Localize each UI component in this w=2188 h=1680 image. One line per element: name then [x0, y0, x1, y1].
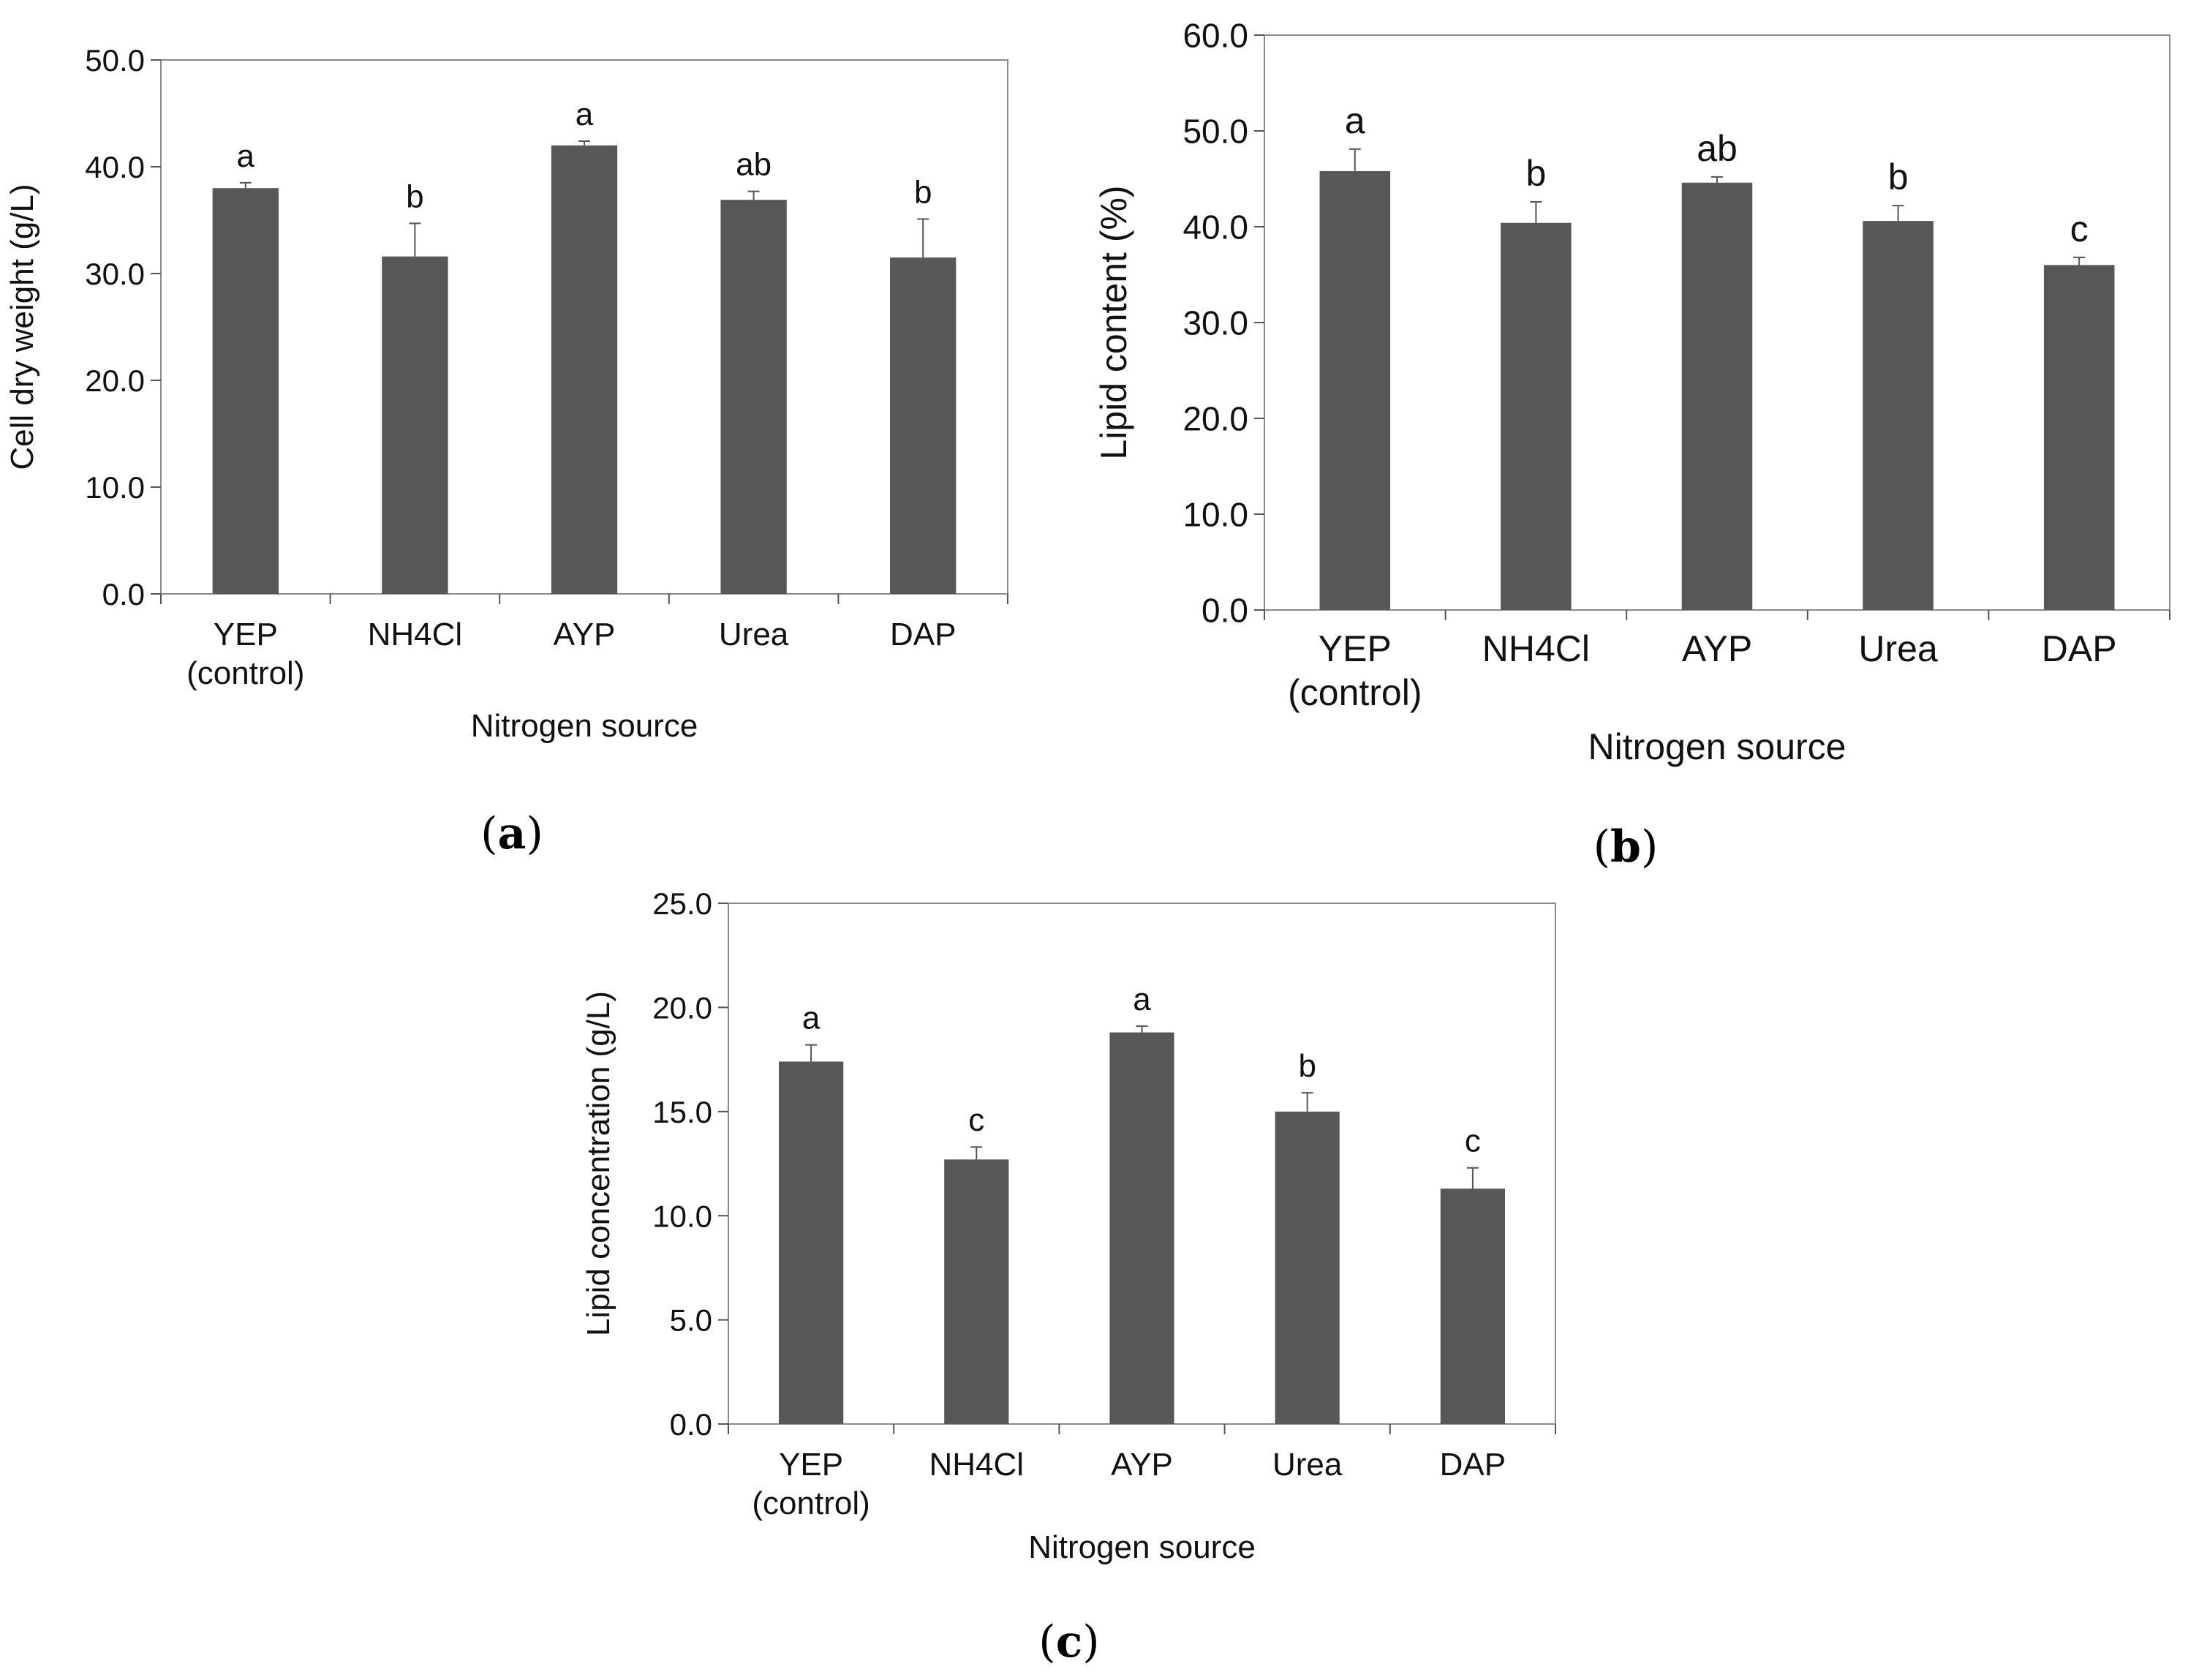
bar: [1681, 182, 1753, 611]
x-category-label: (control): [186, 655, 304, 691]
x-category-label: DAP: [890, 617, 956, 652]
y-tick-label: 10.0: [1182, 496, 1248, 534]
bar: [2043, 265, 2115, 610]
significance-label: ab: [1697, 128, 1738, 169]
x-category-label: YEP: [214, 617, 278, 652]
y-axis-title: Lipid concentration (g/L): [581, 991, 616, 1336]
x-category-label: DAP: [2042, 628, 2117, 669]
significance-label: b: [914, 175, 932, 211]
x-category-label: (control): [752, 1485, 869, 1521]
x-category-label: NH4Cl: [1482, 628, 1590, 669]
x-axis-title: Nitrogen source: [1588, 726, 1846, 767]
significance-label: c: [2070, 208, 2089, 249]
panel-label: (b): [1593, 821, 1659, 873]
y-tick-label: 10.0: [85, 470, 145, 505]
significance-label: b: [1525, 153, 1546, 194]
bar: [1109, 1032, 1174, 1424]
panel-label: (c): [1038, 1616, 1099, 1668]
x-axis-title: Nitrogen source: [471, 708, 698, 744]
bar: [551, 145, 618, 595]
bar: [1319, 171, 1391, 610]
x-category-label: Urea: [1858, 628, 1938, 669]
x-category-label: AYP: [1111, 1447, 1173, 1483]
bar: [1275, 1111, 1340, 1424]
significance-label: c: [968, 1102, 984, 1138]
x-category-label: YEP: [1319, 628, 1392, 669]
y-tick-label: 10.0: [652, 1199, 712, 1233]
y-tick-label: 40.0: [85, 150, 145, 184]
y-axis-title: Lipid content (%): [1093, 185, 1134, 459]
chart-a: 0.0 10.0 20.0 30.0 40.0 50.0 a YEP(control) b NH4…: [4, 43, 1008, 859]
y-tick-label: 60.0: [1182, 17, 1248, 55]
bar: [778, 1061, 844, 1424]
y-tick-label: 15.0: [652, 1095, 712, 1129]
y-tick-label: 20.0: [85, 364, 145, 398]
significance-label: b: [1298, 1048, 1316, 1084]
significance-label: b: [406, 178, 423, 214]
bar: [944, 1159, 1009, 1424]
chart-b: 0.0 10.0 20.0 30.0 40.0 50.0 60.0 a YEP(control)…: [1093, 17, 2170, 873]
y-tick-label: 30.0: [85, 257, 145, 291]
significance-label: c: [1465, 1123, 1481, 1159]
bar: [1863, 221, 1934, 610]
x-category-label: NH4Cl: [929, 1447, 1025, 1483]
bar: [212, 188, 279, 594]
bar: [1501, 222, 1572, 610]
significance-label: a: [802, 1001, 820, 1036]
y-tick-label: 50.0: [1182, 113, 1248, 151]
significance-label: a: [576, 97, 594, 132]
bar: [1440, 1189, 1506, 1424]
significance-label: ab: [736, 147, 772, 183]
significance-label: b: [1888, 157, 1909, 197]
y-tick-label: 0.0: [102, 577, 145, 611]
significance-label: a: [1345, 100, 1365, 141]
y-tick-label: 30.0: [1182, 304, 1248, 342]
x-category-label: AYP: [1682, 628, 1752, 669]
y-tick-label: 20.0: [1182, 400, 1248, 438]
y-tick-label: 40.0: [1182, 208, 1248, 246]
significance-label: a: [1133, 982, 1151, 1017]
x-axis-title: Nitrogen source: [1028, 1529, 1256, 1565]
significance-label: a: [237, 138, 255, 174]
x-category-label: DAP: [1440, 1447, 1506, 1483]
x-category-label: YEP: [779, 1447, 843, 1483]
y-tick-label: 50.0: [85, 43, 145, 78]
x-category-label: Urea: [719, 617, 789, 652]
bar: [720, 200, 787, 594]
bar: [382, 256, 448, 594]
bar: [890, 257, 957, 594]
panel-label: (a): [480, 808, 543, 859]
x-category-label: Urea: [1272, 1447, 1343, 1483]
chart-c: 0.0 5.0 10.0 15.0 20.0 25.0 a YEP(control) c NH4C…: [581, 886, 1556, 1668]
y-axis-title: Cell dry weight (g/L): [4, 184, 40, 470]
y-tick-label: 0.0: [1201, 592, 1248, 630]
y-tick-label: 5.0: [670, 1303, 712, 1338]
x-category-label: NH4Cl: [368, 617, 463, 652]
y-tick-label: 25.0: [652, 886, 712, 921]
x-category-label: AYP: [554, 617, 616, 652]
y-tick-label: 0.0: [670, 1407, 712, 1442]
y-tick-label: 20.0: [652, 991, 712, 1025]
x-category-label: (control): [1288, 672, 1422, 713]
